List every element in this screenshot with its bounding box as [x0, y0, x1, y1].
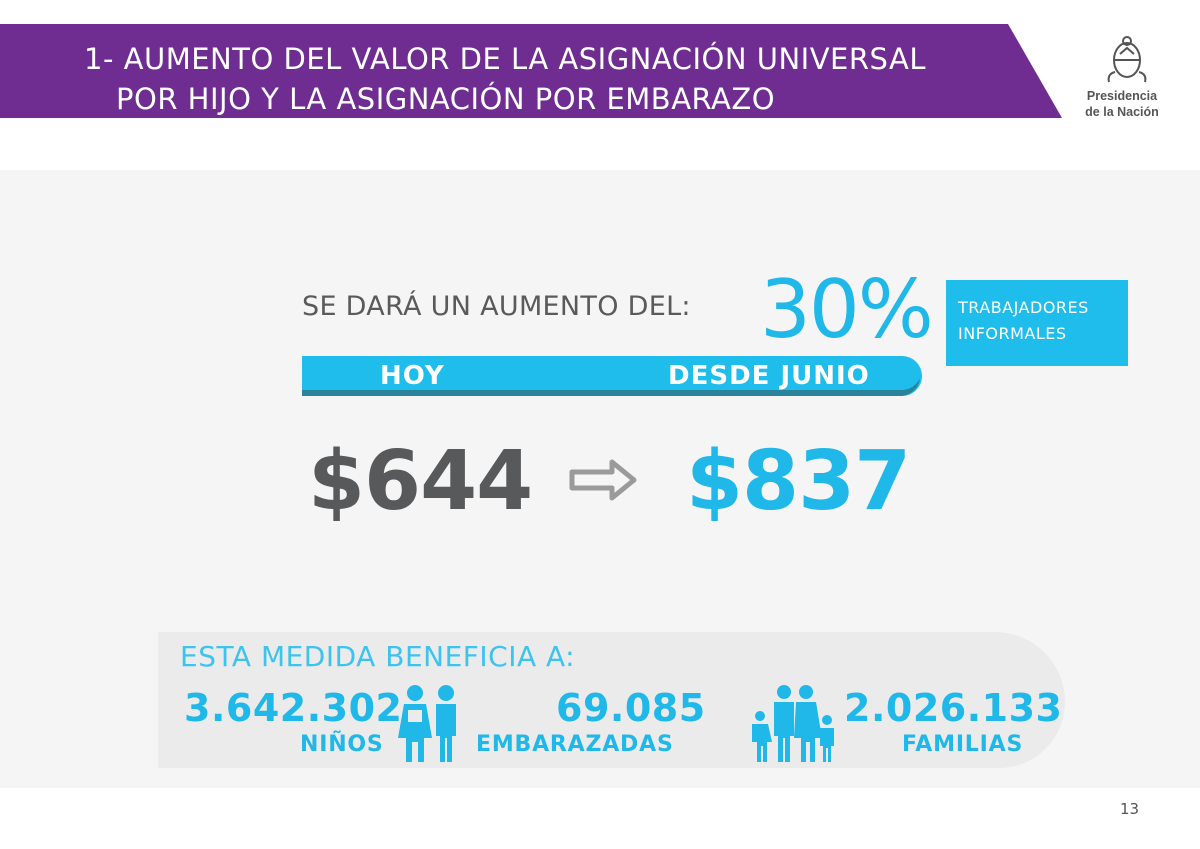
arrow-right-icon: [569, 459, 637, 501]
coat-of-arms-logo: [1107, 36, 1147, 83]
future-amount: $837: [686, 434, 911, 529]
family-icon: [752, 685, 834, 762]
families-count: 2.026.133: [844, 686, 1063, 730]
logo-caption-line-2: de la Nación: [1085, 105, 1159, 119]
benefits-title: ESTA MEDIDA BENEFICIA A:: [180, 640, 576, 673]
children-count: 3.642.302: [184, 686, 403, 730]
children-icon: [398, 685, 456, 762]
today-label: HOY: [380, 361, 445, 391]
future-label: DESDE JUNIO: [668, 361, 870, 391]
logo-caption-line-1: Presidencia: [1086, 89, 1158, 103]
today-amount: $644: [308, 434, 533, 529]
increase-label: SE DARÁ UN AUMENTO DEL:: [302, 291, 691, 322]
pregnant-label: EMBARAZADAS: [476, 732, 674, 757]
page-number: 13: [1120, 800, 1140, 818]
target-group-badge: TRABAJADORES INFORMALES: [946, 280, 1128, 366]
increase-percent: 30%: [760, 263, 934, 356]
page-title-line-2: POR HIJO Y LA ASIGNACIÓN POR EMBARAZO: [116, 82, 776, 116]
logo-caption: Presidencia de la Nación: [1070, 88, 1174, 120]
target-group-line-1: TRABAJADORES: [958, 298, 1089, 317]
page-title-line-1: 1- AUMENTO DEL VALOR DE LA ASIGNACIÓN UN…: [84, 42, 926, 76]
target-group-line-2: INFORMALES: [958, 324, 1067, 343]
pregnant-count: 69.085: [556, 686, 706, 730]
children-label: NIÑOS: [300, 732, 384, 757]
families-label: FAMILIAS: [902, 732, 1024, 757]
comparison-label-bar: [302, 356, 922, 396]
